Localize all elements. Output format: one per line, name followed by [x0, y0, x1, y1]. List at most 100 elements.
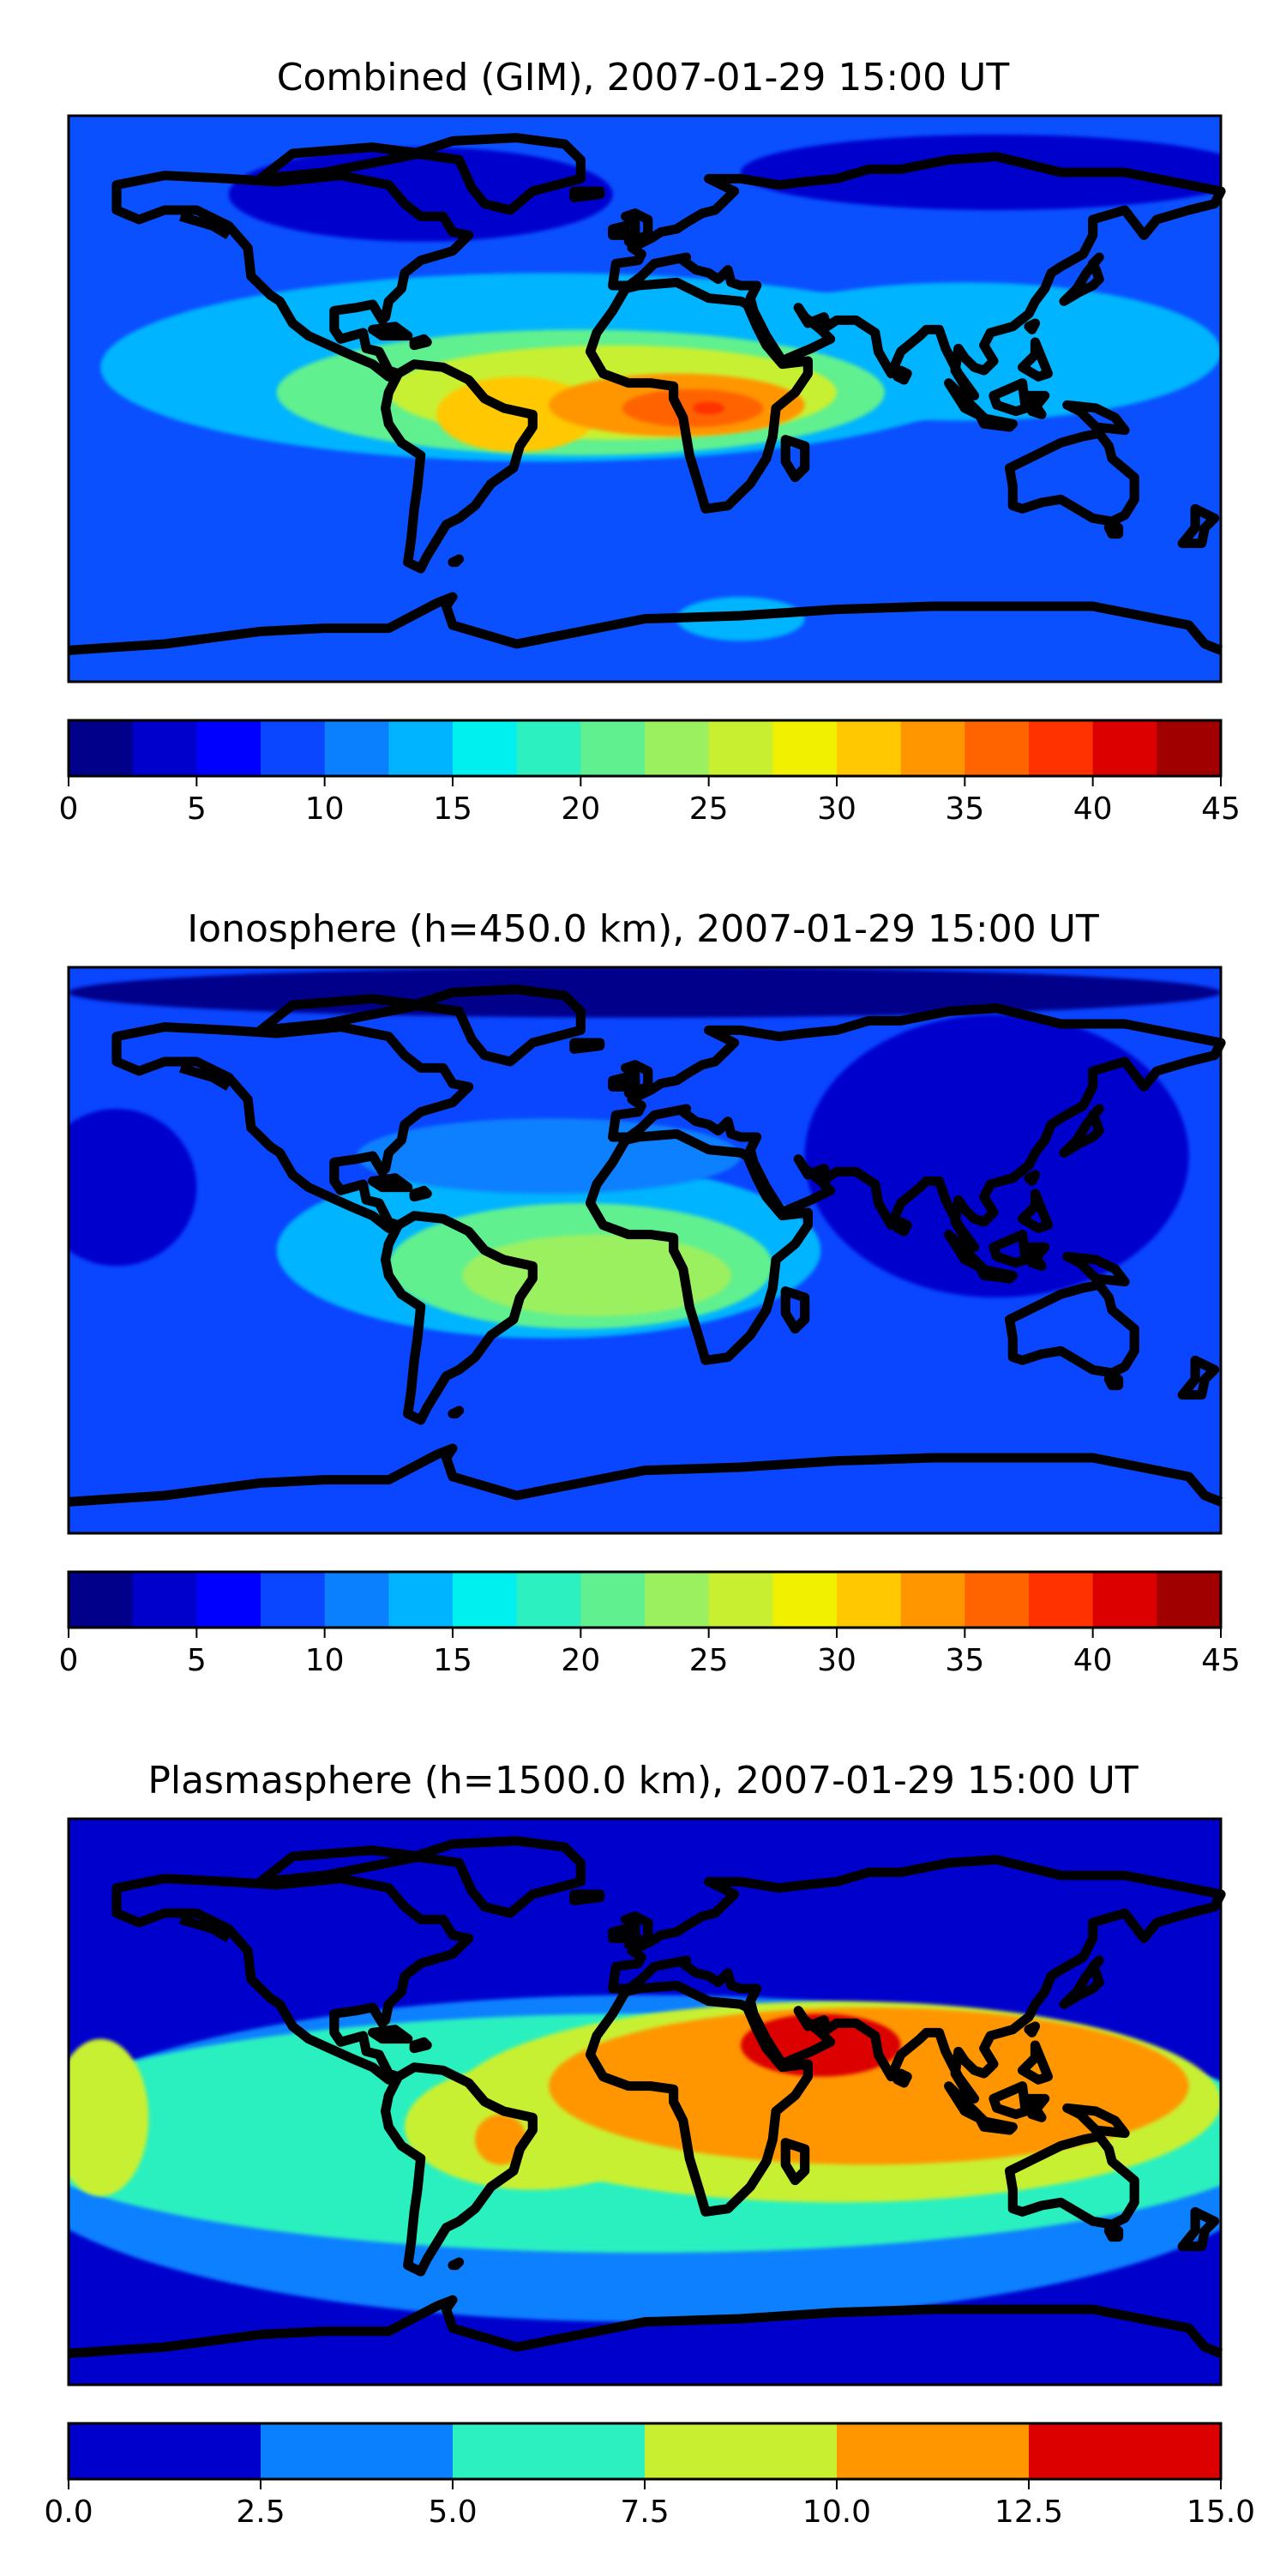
- colorbar: 0.0 2.5 5.0 7.5 10.0 12.5 15.0: [44, 2422, 1255, 2530]
- colorbar: 0 5 10 15 20 25 30 35 40 45: [59, 719, 1241, 827]
- panel-plasmasphere: Plasmasphere (h=1500.0 km), 2007-01-29 1…: [4, 1759, 1284, 2530]
- panel-title: Plasmasphere (h=1500.0 km), 2007-01-29 1…: [147, 1759, 1138, 1803]
- colorbar-segment: [772, 720, 838, 776]
- colorbar-tick-label: 40: [1073, 791, 1113, 827]
- colorbar-segment: [837, 1572, 902, 1628]
- colorbar-segment: [964, 720, 1030, 776]
- contour-region: [69, 1109, 197, 1267]
- map-frame: [67, 1817, 1223, 2386]
- panel-combined: Combined (GIM), 2007-01-29 15:00 UT 0 5 10…: [59, 56, 1253, 827]
- panel-ionosphere: Ionosphere (h=450.0 km), 2007-01-29 15:0…: [37, 907, 1241, 1678]
- colorbar-tick-label: 45: [1201, 1643, 1241, 1678]
- colorbar-segment: [261, 720, 326, 776]
- colorbar: 0 5 10 15 20 25 30 35 40 45: [59, 1570, 1241, 1678]
- colorbar-frame: [67, 2422, 1223, 2481]
- colorbar-segment: [516, 720, 581, 776]
- colorbar-tick-label: 15: [433, 791, 472, 827]
- colorbar-segment: [324, 720, 389, 776]
- colorbar-tick-label: 20: [561, 1643, 600, 1678]
- field-contours: [69, 1995, 1221, 2322]
- contour-region: [475, 2114, 526, 2165]
- colorbar-segment: [1157, 1572, 1222, 1628]
- colorbar-segment: [580, 1572, 646, 1628]
- colorbar-segment: [261, 1572, 326, 1628]
- colorbar-segment: [69, 2423, 261, 2479]
- colorbar-tick-label: 20: [561, 791, 600, 827]
- colorbar-segment: [453, 720, 518, 776]
- colorbar-segment: [900, 1572, 965, 1628]
- colorbar-segment: [453, 2423, 646, 2479]
- contour-region: [741, 135, 1221, 210]
- colorbar-tick-label: 10.0: [802, 2495, 871, 2530]
- colorbar-segment: [645, 2423, 838, 2479]
- colorbar-segment: [772, 1572, 838, 1628]
- field-layers: [69, 1819, 1221, 2385]
- colorbar-segment: [69, 720, 134, 776]
- colorbar-segment: [708, 1572, 773, 1628]
- colorbar-segment: [708, 720, 773, 776]
- colorbar-segment: [516, 1572, 581, 1628]
- colorbar-tick-label: 35: [945, 1643, 984, 1678]
- field-layers: [69, 116, 1221, 682]
- colorbar-segment: [1092, 1572, 1157, 1628]
- colorbar-segment: [580, 720, 646, 776]
- colorbar-segment: [900, 720, 965, 776]
- colorbar-tick-label: 2.5: [236, 2495, 285, 2530]
- colorbar-tick-label: 25: [689, 791, 729, 827]
- colorbar-tick-label: 5.0: [428, 2495, 477, 2530]
- colorbar-ticks: 0 5 10 15 20 25 30 35 40 45: [59, 1628, 1241, 1678]
- map: [4, 1817, 1284, 2386]
- contour-region: [69, 2038, 149, 2196]
- colorbar-segment: [1092, 720, 1157, 776]
- colorbar-segment: [261, 2423, 454, 2479]
- colorbar-segment: [324, 1572, 389, 1628]
- colorbar-segment: [837, 2423, 1030, 2479]
- colorbar-segment: [132, 720, 197, 776]
- colorbar-ticks: 0 5 10 15 20 25 30 35 40 45: [59, 776, 1241, 827]
- map-frame: [67, 966, 1223, 1535]
- panel-title: Ionosphere (h=450.0 km), 2007-01-29 15:0…: [187, 907, 1099, 951]
- colorbar-tick-label: 10: [305, 791, 345, 827]
- colorbar-segments: [69, 2423, 1222, 2479]
- map-frame: [67, 114, 1223, 683]
- colorbar-segment: [964, 1572, 1030, 1628]
- contour-region: [693, 401, 725, 415]
- panel-title: Combined (GIM), 2007-01-29 15:00 UT: [277, 56, 1010, 99]
- colorbar-tick-label: 5: [187, 1643, 207, 1678]
- map: [37, 966, 1223, 1535]
- contour-region: [357, 1118, 741, 1194]
- contour-region: [549, 2007, 1189, 2165]
- colorbar-segment: [132, 1572, 197, 1628]
- colorbar-segment: [645, 1572, 710, 1628]
- colorbar-tick-label: 45: [1201, 791, 1241, 827]
- colorbar-segment: [388, 1572, 454, 1628]
- colorbar-tick-label: 15: [433, 1643, 472, 1678]
- colorbar-tick-label: 35: [945, 791, 984, 827]
- contour-region: [622, 389, 764, 427]
- colorbar-frame: [67, 1570, 1223, 1629]
- colorbar-tick-label: 10: [305, 1643, 345, 1678]
- colorbar-segment: [196, 1572, 261, 1628]
- colorbar-tick-label: 0: [59, 1643, 79, 1678]
- colorbar-segments: [69, 1572, 1222, 1628]
- colorbar-segment: [453, 1572, 518, 1628]
- colorbar-tick-label: 0.0: [44, 2495, 93, 2530]
- map: [67, 114, 1253, 683]
- colorbar-tick-label: 30: [817, 1643, 856, 1678]
- colorbar-segment: [388, 720, 454, 776]
- colorbar-tick-label: 40: [1073, 1643, 1113, 1678]
- colorbar-segment: [1029, 1572, 1094, 1628]
- colorbar-tick-label: 12.5: [995, 2495, 1063, 2530]
- colorbar-segment: [1029, 2423, 1222, 2479]
- contour-region: [462, 1234, 731, 1316]
- colorbar-tick-label: 5: [187, 791, 207, 827]
- colorbar-segment: [196, 720, 261, 776]
- colorbar-segment: [1157, 720, 1222, 776]
- colorbar-segment: [837, 720, 902, 776]
- colorbar-tick-label: 7.5: [620, 2495, 669, 2530]
- colorbar-segment: [645, 720, 710, 776]
- colorbar-frame: [67, 719, 1223, 778]
- colorbar-segment: [1029, 720, 1094, 776]
- colorbar-segment: [69, 1572, 134, 1628]
